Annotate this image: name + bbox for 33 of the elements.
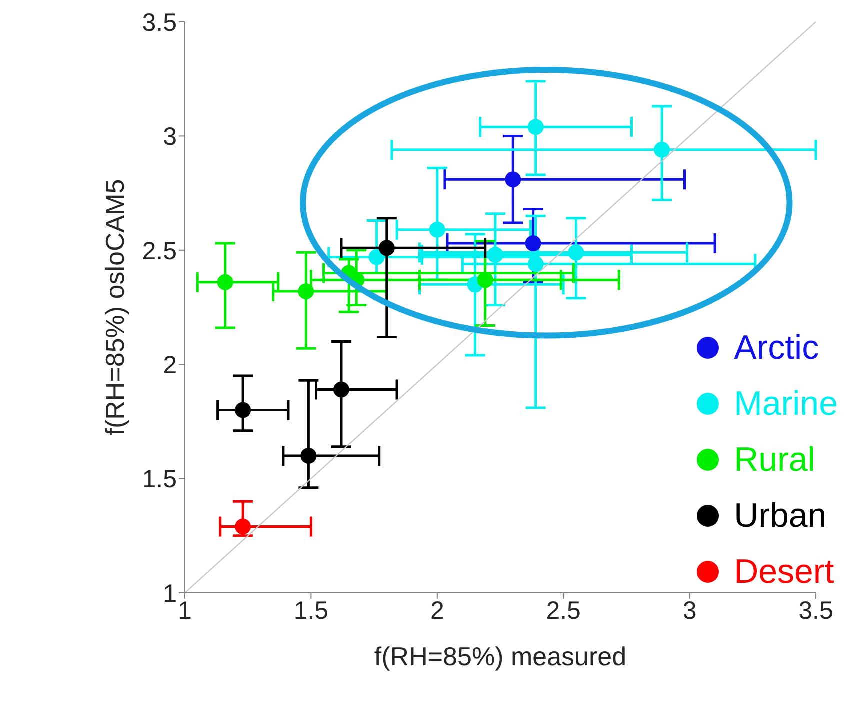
point	[525, 236, 542, 252]
y-tick-label: 3	[163, 123, 177, 152]
point	[654, 142, 670, 158]
point	[368, 249, 385, 266]
point	[378, 240, 395, 256]
y-axis-title: f(RH=85%) osloCAM5	[100, 179, 130, 436]
legend-label: Marine	[734, 384, 838, 424]
point	[429, 222, 446, 238]
x-tick-label: 2	[430, 596, 444, 625]
point	[487, 246, 504, 263]
point	[568, 244, 584, 261]
legend-label: Arctic	[734, 328, 820, 368]
y-tick-label: 2	[163, 351, 177, 380]
point	[300, 448, 317, 464]
y-tick-label: 3.5	[142, 8, 177, 37]
point	[528, 119, 544, 136]
x-tick-label: 1.5	[294, 596, 329, 625]
point	[528, 256, 544, 272]
x-tick-label: 2.5	[546, 596, 581, 625]
point	[235, 518, 252, 535]
point	[217, 274, 234, 290]
legend-label: Desert	[734, 552, 834, 592]
x-tick-label: 3	[682, 596, 697, 625]
point	[298, 284, 314, 300]
legend-label: Urban	[734, 496, 827, 536]
x-tick-label: 3.5	[798, 596, 834, 625]
legend-label: Rural	[734, 440, 816, 480]
point	[505, 172, 522, 188]
point	[235, 402, 252, 418]
y-tick-label: 1.5	[142, 466, 177, 494]
y-tick-label: 2.5	[142, 237, 177, 266]
x-axis-title: f(RH=85%) measured	[374, 641, 627, 672]
point	[333, 382, 350, 398]
